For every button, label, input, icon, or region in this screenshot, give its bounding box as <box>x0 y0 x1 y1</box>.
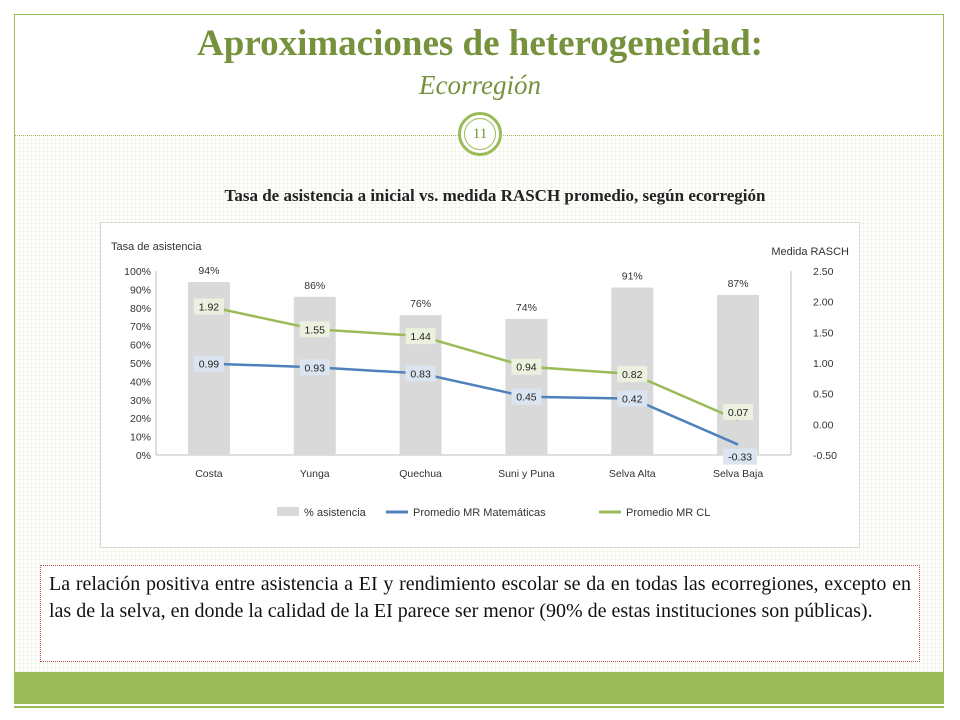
legend-label: Promedio MR Matemáticas <box>413 507 546 519</box>
y2-tick-label: 1.50 <box>813 327 834 339</box>
data-label-cl: 1.92 <box>199 302 220 314</box>
bar-data-label: 86% <box>304 280 325 292</box>
x-tick-label: Quechua <box>399 468 442 480</box>
data-label-box-matematicas <box>511 388 542 405</box>
data-label-box-matematicas <box>405 365 436 382</box>
bar-asistencia <box>293 296 336 455</box>
x-tick-label: Suni y Puna <box>498 468 555 480</box>
y-tick-label: 70% <box>130 321 151 333</box>
bar-data-label: 74% <box>516 302 537 314</box>
data-label-matematicas: 0.83 <box>410 368 431 380</box>
x-tick-label: Costa <box>195 468 223 480</box>
legend-label: % asistencia <box>304 507 367 519</box>
x-tick-label: Selva Baja <box>713 468 763 480</box>
bar-data-label: 94% <box>198 265 219 277</box>
data-label-box-matematicas <box>617 390 648 407</box>
chart-title: Tasa de asistencia a inicial vs. medida … <box>224 186 766 205</box>
y2-tick-label: 2.00 <box>813 297 834 309</box>
data-label-matematicas: 0.99 <box>199 359 220 371</box>
line-matematicas <box>208 362 739 446</box>
data-label-box-cl <box>299 321 330 338</box>
data-label-matematicas: -0.33 <box>728 452 752 464</box>
note-box: La relación positiva entre asistencia a … <box>40 565 920 662</box>
data-label-box-matematicas <box>723 448 758 465</box>
data-label-box-cl <box>511 358 542 375</box>
data-label-box-cl <box>405 328 436 345</box>
y-tick-label: 80% <box>130 303 151 315</box>
data-label-box-matematicas <box>299 359 330 376</box>
data-label-matematicas: 0.42 <box>622 394 643 406</box>
y-tick-label: 100% <box>124 266 151 278</box>
y-tick-label: 30% <box>130 395 151 407</box>
y-tick-label: 20% <box>130 413 151 425</box>
y2-tick-label: 1.00 <box>813 358 834 370</box>
line-cl <box>208 305 739 422</box>
x-tick-label: Selva Alta <box>609 468 656 480</box>
y-tick-label: 40% <box>130 376 151 388</box>
chart-svg: Tasa de asistencia Medida RASCH 0% 10% 20% 30… <box>111 241 849 519</box>
data-label-matematicas: 0.45 <box>516 392 537 404</box>
bar-data-label: 87% <box>728 278 749 290</box>
bar-asistencia <box>717 294 760 455</box>
y2-tick-label: 0.00 <box>813 419 834 431</box>
y-tick-label: 60% <box>130 340 151 352</box>
y2-tick-label: 0.50 <box>813 389 834 401</box>
y-tick-label: 10% <box>130 432 151 444</box>
y-tick-label: 0% <box>136 450 151 462</box>
footer-bar <box>14 672 944 704</box>
legend-swatch-asistencia <box>277 507 299 516</box>
slide-subtitle: Ecorregión <box>419 70 541 100</box>
y-tick-label: 90% <box>130 284 151 296</box>
data-label-box-matematicas <box>193 355 224 372</box>
bar-asistencia <box>505 318 548 455</box>
y2-axis-title: Medida RASCH <box>771 246 849 258</box>
bar-data-label: 76% <box>410 298 431 310</box>
chart-area: Tasa de asistencia Medida RASCH 0% 10% 20% 30… <box>100 222 860 548</box>
page-number-badge: 11 <box>458 112 502 156</box>
y-tick-label: 50% <box>130 358 151 370</box>
data-label-matematicas: 0.93 <box>305 362 326 374</box>
data-label-box-cl <box>617 366 648 383</box>
slide-title: Aproximaciones de heterogeneidad: <box>197 23 763 64</box>
data-label-cl: 0.82 <box>622 369 643 381</box>
data-label-box-cl <box>723 404 754 421</box>
data-label-cl: 0.07 <box>728 407 749 419</box>
y2-tick-label: 2.50 <box>813 266 834 278</box>
footer-line <box>14 706 944 708</box>
y2-tick-label: -0.50 <box>813 450 837 462</box>
x-tick-label: Yunga <box>300 468 330 480</box>
bar-data-label: 91% <box>622 271 643 283</box>
data-label-cl: 1.44 <box>410 331 431 343</box>
data-label-box-cl <box>193 298 224 315</box>
legend-label: Promedio MR CL <box>626 507 710 519</box>
data-label-cl: 1.55 <box>305 324 326 336</box>
page-badge-ring <box>464 118 496 150</box>
y-axis-title: Tasa de asistencia <box>111 241 202 253</box>
data-label-cl: 0.94 <box>516 362 537 374</box>
